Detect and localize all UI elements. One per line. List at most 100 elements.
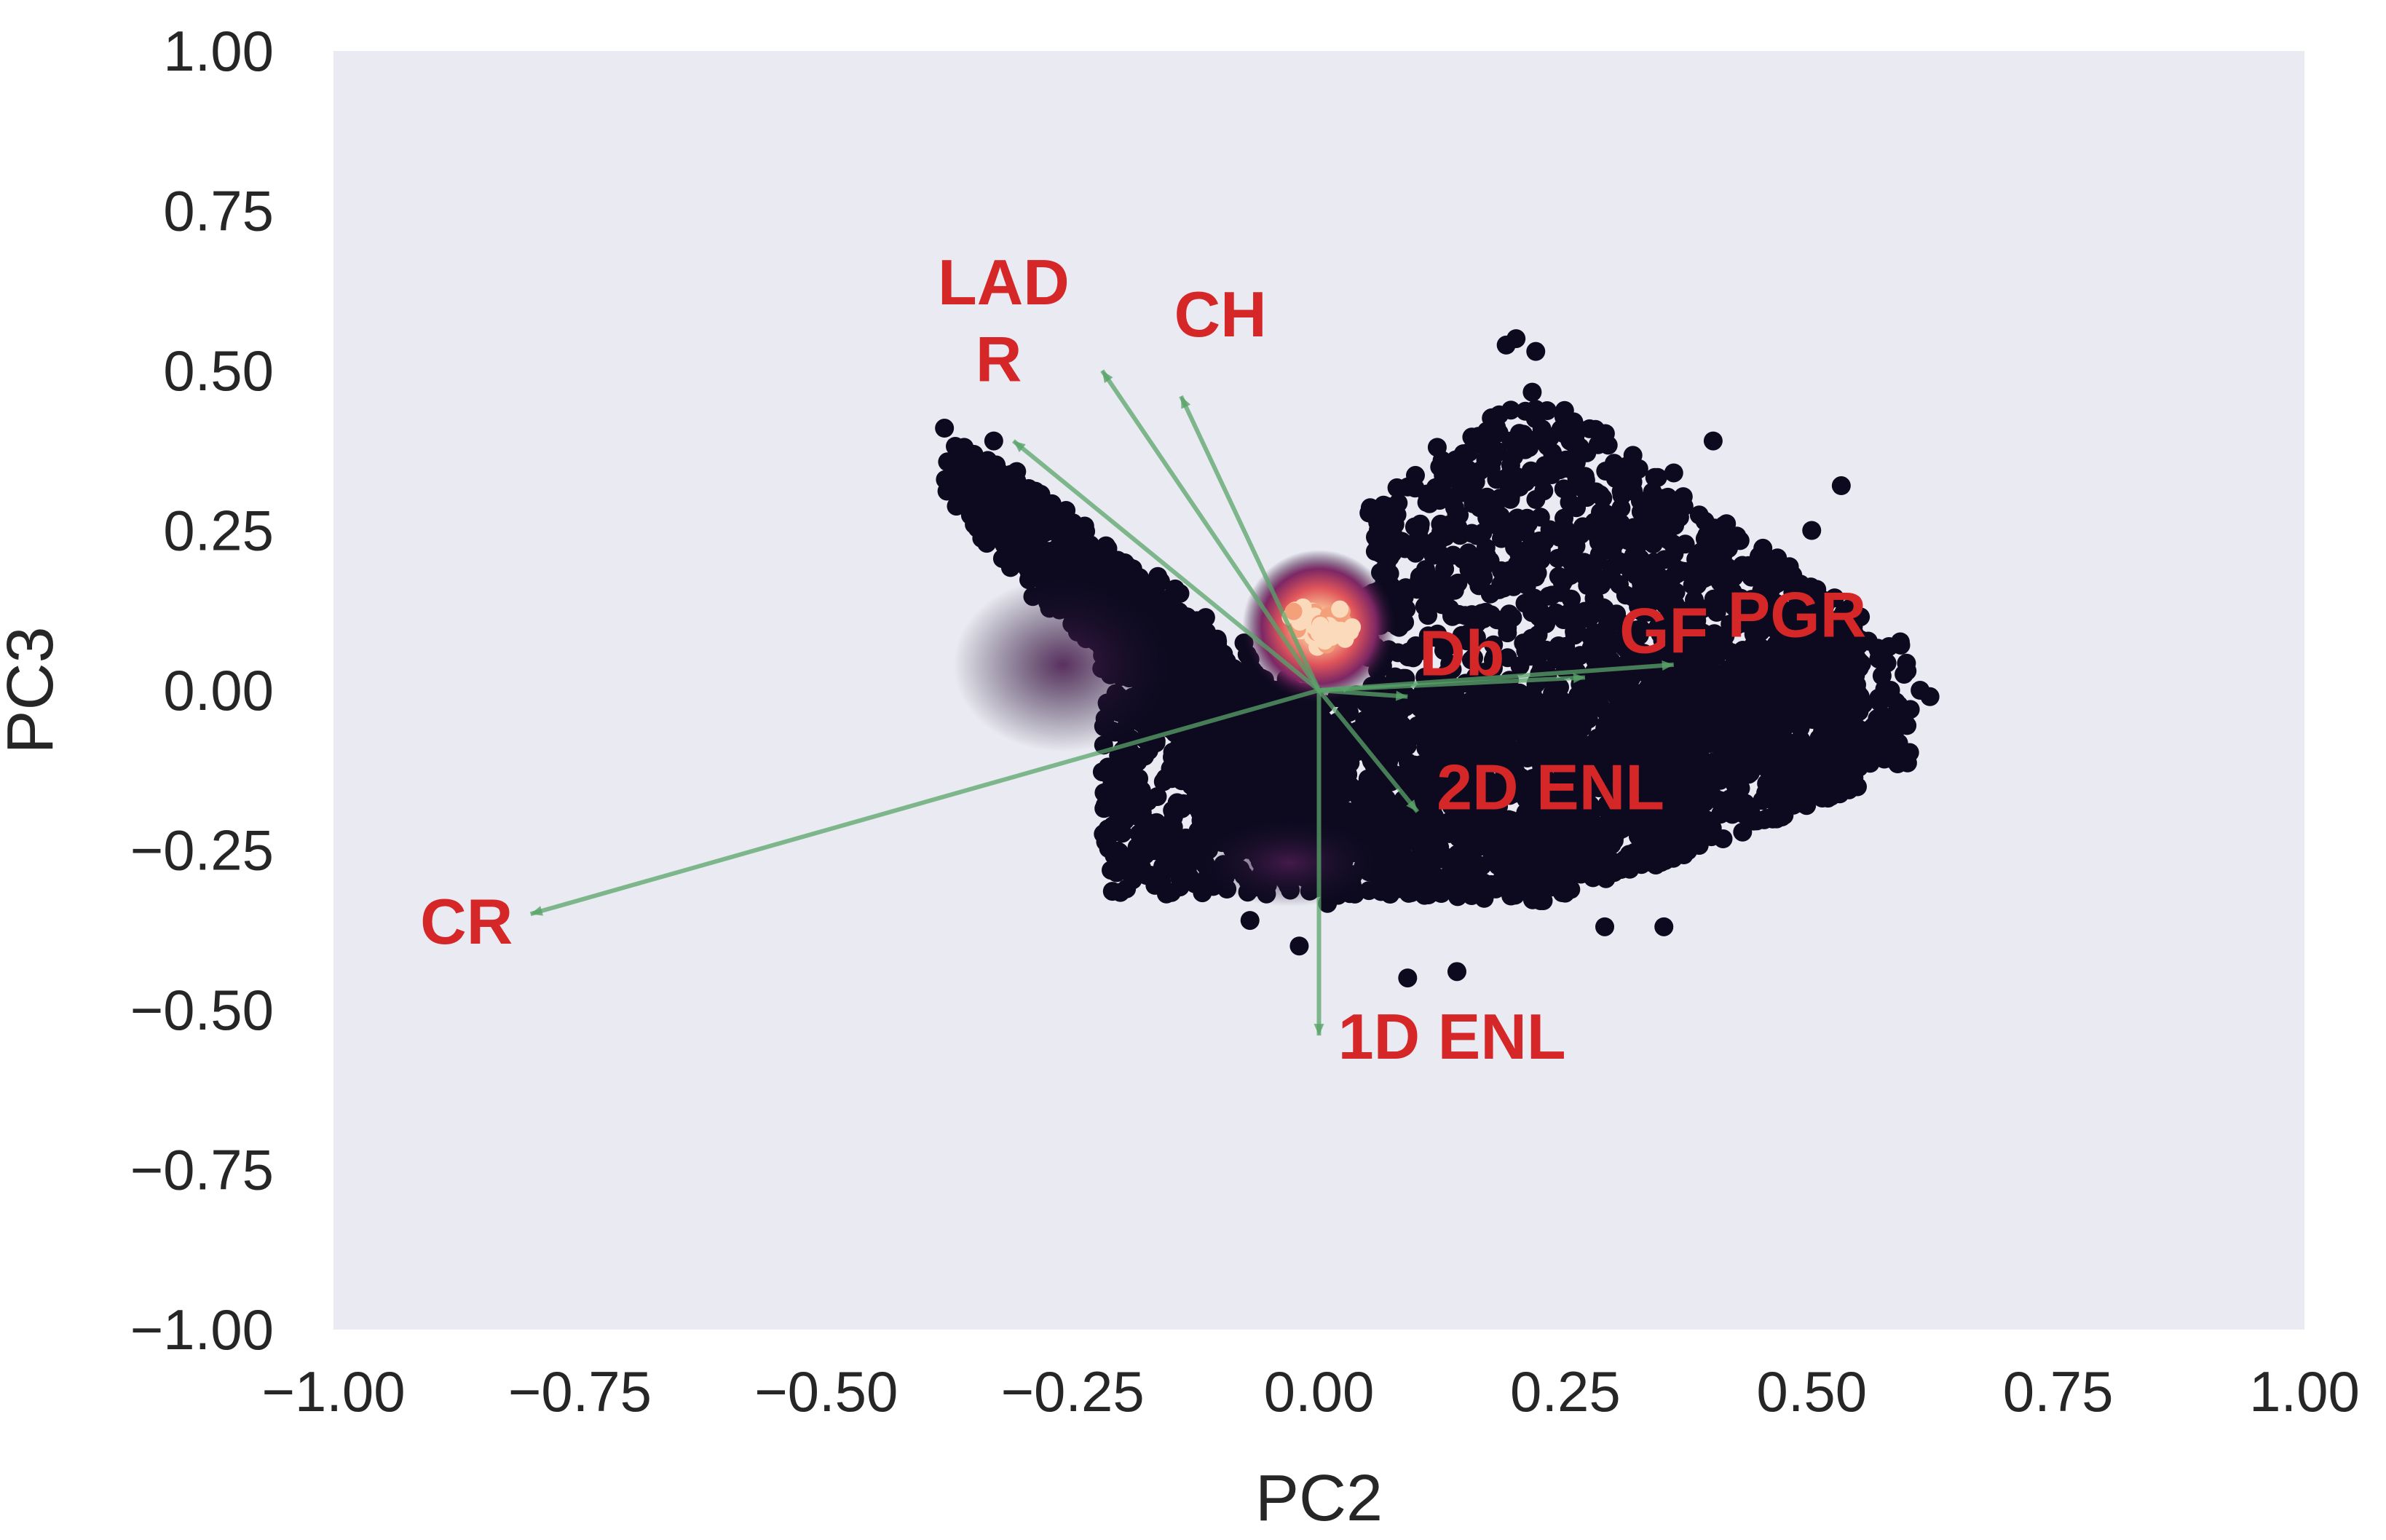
scatter-point bbox=[984, 431, 1003, 451]
scatter-point bbox=[1612, 523, 1632, 542]
scatter-point bbox=[1656, 785, 1676, 805]
scatter-point bbox=[1777, 570, 1797, 590]
loading-label: 1D ENL bbox=[1338, 1000, 1566, 1073]
scatter-point bbox=[1193, 612, 1212, 631]
scatter-point bbox=[1595, 757, 1613, 777]
scatter-point bbox=[1100, 550, 1120, 569]
scatter-point bbox=[969, 500, 989, 520]
scatter-point bbox=[1431, 545, 1451, 565]
scatter-point bbox=[1450, 785, 1469, 805]
scatter-point bbox=[1002, 475, 1022, 495]
scatter-point bbox=[1592, 829, 1612, 849]
scatter-point bbox=[1110, 882, 1130, 902]
scatter-point bbox=[1831, 631, 1851, 651]
scatter-point bbox=[1499, 604, 1519, 624]
arrow-head bbox=[1181, 396, 1191, 409]
scatter-point bbox=[1517, 575, 1536, 595]
scatter-point bbox=[1711, 792, 1731, 812]
scatter-point bbox=[1536, 614, 1556, 633]
scatter-point bbox=[1689, 505, 1709, 525]
scatter-point bbox=[1469, 427, 1488, 446]
scatter-point bbox=[1501, 886, 1521, 906]
scatter-point bbox=[1014, 489, 1033, 508]
scatter-point bbox=[1405, 778, 1425, 798]
scatter-point bbox=[1094, 824, 1113, 844]
scatter-point bbox=[1399, 825, 1419, 845]
scatter-point bbox=[1482, 451, 1502, 471]
y-axis-label: PC3 bbox=[0, 626, 67, 754]
scatter-point bbox=[1656, 850, 1675, 870]
scatter-point bbox=[1147, 787, 1167, 806]
density-region bbox=[953, 577, 1172, 752]
y-tick-label: −0.50 bbox=[130, 978, 274, 1042]
scatter-point bbox=[1463, 494, 1483, 513]
scatter-point bbox=[1457, 631, 1477, 651]
x-tick-label: 0.50 bbox=[1756, 1359, 1867, 1423]
scatter-point bbox=[1478, 805, 1498, 824]
scatter-point bbox=[1126, 581, 1146, 601]
scatter-point bbox=[1115, 858, 1135, 877]
scatter-point bbox=[1302, 759, 1322, 778]
scatter-point bbox=[1182, 637, 1201, 656]
scatter-point bbox=[1731, 722, 1751, 741]
scatter-point bbox=[1424, 765, 1444, 785]
scatter-point bbox=[1671, 836, 1691, 856]
scatter-point bbox=[1552, 877, 1571, 897]
scatter-point bbox=[1695, 716, 1714, 735]
scatter-point bbox=[1422, 826, 1441, 845]
scatter-point bbox=[1524, 430, 1544, 450]
scatter-point bbox=[1694, 757, 1713, 776]
scatter-point bbox=[1132, 800, 1152, 820]
scatter-point bbox=[1442, 607, 1462, 626]
scatter-point bbox=[1399, 869, 1419, 889]
scatter-point bbox=[1404, 648, 1423, 668]
scatter-point bbox=[1340, 754, 1359, 773]
scatter-point bbox=[1646, 708, 1666, 727]
scatter-point bbox=[1731, 644, 1750, 664]
scatter-point bbox=[1490, 736, 1509, 756]
scatter-point bbox=[1490, 489, 1510, 508]
scatter-point bbox=[1707, 698, 1726, 717]
scatter-point bbox=[1420, 882, 1439, 902]
scatter-point bbox=[1098, 757, 1118, 777]
scatter-point bbox=[1230, 725, 1250, 745]
scatter-point bbox=[1482, 605, 1501, 625]
scatter-point bbox=[1284, 759, 1304, 778]
scatter-point bbox=[1169, 602, 1189, 622]
scatter-point bbox=[1706, 630, 1726, 649]
scatter-point bbox=[1739, 556, 1758, 575]
scatter-point bbox=[1627, 620, 1646, 640]
scatter-point bbox=[1461, 650, 1481, 670]
scatter-point bbox=[1500, 786, 1520, 805]
scatter-point bbox=[1891, 636, 1911, 655]
scatter-point bbox=[1638, 583, 1658, 602]
scatter-point bbox=[1574, 553, 1594, 572]
scatter-point bbox=[1793, 643, 1812, 663]
scatter-point bbox=[1595, 724, 1615, 744]
arrow-head bbox=[1406, 799, 1418, 812]
scatter-point bbox=[1331, 600, 1349, 618]
scatter-point bbox=[1498, 688, 1517, 708]
scatter-point bbox=[955, 438, 974, 457]
scatter-point bbox=[1816, 594, 1836, 614]
scatter-point bbox=[1605, 469, 1625, 488]
scatter-point bbox=[1694, 771, 1713, 791]
scatter-point bbox=[1818, 789, 1838, 808]
scatter-point bbox=[1456, 706, 1475, 725]
scatter-point bbox=[1562, 705, 1581, 724]
scatter-point bbox=[1203, 638, 1222, 658]
scatter-point bbox=[1797, 757, 1817, 775]
scatter-point bbox=[1802, 674, 1822, 694]
scatter-point bbox=[1777, 638, 1796, 658]
scatter-point bbox=[1878, 708, 1897, 727]
scatter-point bbox=[1779, 745, 1798, 765]
scatter-point bbox=[1597, 663, 1616, 682]
y-tick-label: 1.00 bbox=[163, 19, 274, 83]
scatter-point bbox=[1748, 745, 1768, 765]
scatter-point bbox=[1534, 481, 1554, 501]
scatter-point bbox=[1713, 577, 1733, 596]
scatter-point bbox=[1418, 606, 1438, 625]
scatter-point bbox=[1169, 856, 1188, 876]
scatter-point bbox=[1818, 674, 1838, 694]
